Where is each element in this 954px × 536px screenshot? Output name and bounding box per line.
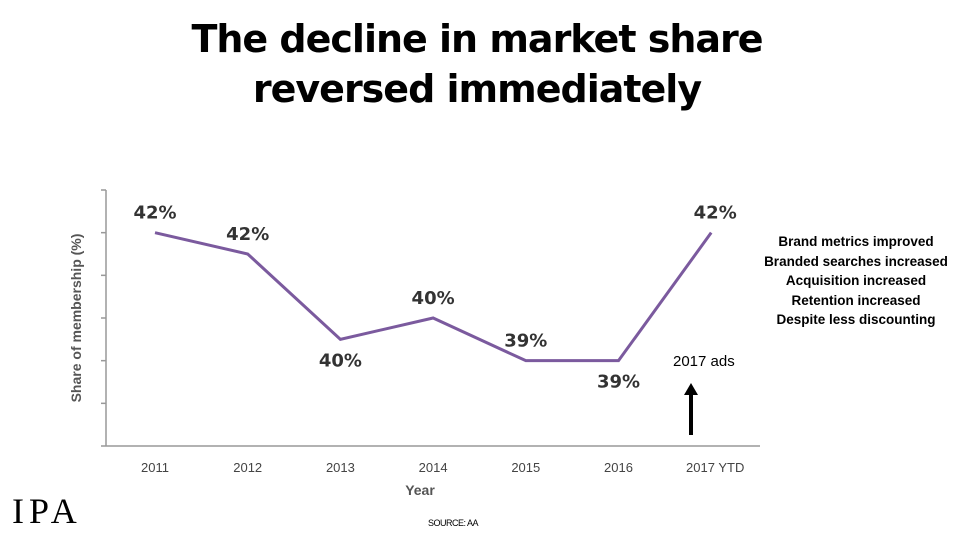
x-tick-label: 2014 bbox=[419, 460, 448, 475]
data-label: 39% bbox=[597, 372, 640, 393]
note-item: Retention increased bbox=[791, 292, 921, 308]
data-label: 39% bbox=[504, 331, 547, 352]
title-line-1: The decline in market share bbox=[191, 17, 763, 61]
slide-title: The decline in market share reversed imm… bbox=[0, 14, 954, 114]
source-note: SOURCE: AA bbox=[428, 518, 479, 528]
note-item: Brand metrics improved bbox=[778, 234, 934, 249]
data-label: 42% bbox=[133, 203, 176, 224]
x-tick-label: 2011 bbox=[141, 460, 169, 475]
data-label: 40% bbox=[412, 288, 455, 309]
annotation-2017-ads: 2017 ads bbox=[673, 353, 735, 370]
data-label: 42% bbox=[694, 203, 737, 224]
up-arrow-icon bbox=[684, 383, 698, 435]
x-tick-label: 2016 bbox=[604, 460, 633, 475]
y-axis-label: Share of membership (%) bbox=[68, 234, 84, 403]
note-item: Branded searches increased bbox=[764, 253, 948, 269]
data-label: 40% bbox=[319, 350, 362, 371]
note-item: Acquisition increased bbox=[785, 273, 927, 288]
x-tick-label: 2017 YTD bbox=[686, 460, 744, 475]
data-label: 42% bbox=[226, 224, 269, 245]
x-tick-label: 2012 bbox=[233, 460, 262, 475]
x-tick-label: 2013 bbox=[326, 460, 355, 475]
ipa-logo: I P A bbox=[12, 491, 77, 531]
x-tick-label: 2015 bbox=[511, 460, 540, 475]
note-item: Despite less discounting bbox=[776, 312, 936, 327]
title-line-2: reversed immediately bbox=[252, 67, 702, 111]
notes-list: Brand metrics improved Branded searches … bbox=[756, 232, 954, 330]
x-axis-label: Year bbox=[405, 482, 435, 498]
